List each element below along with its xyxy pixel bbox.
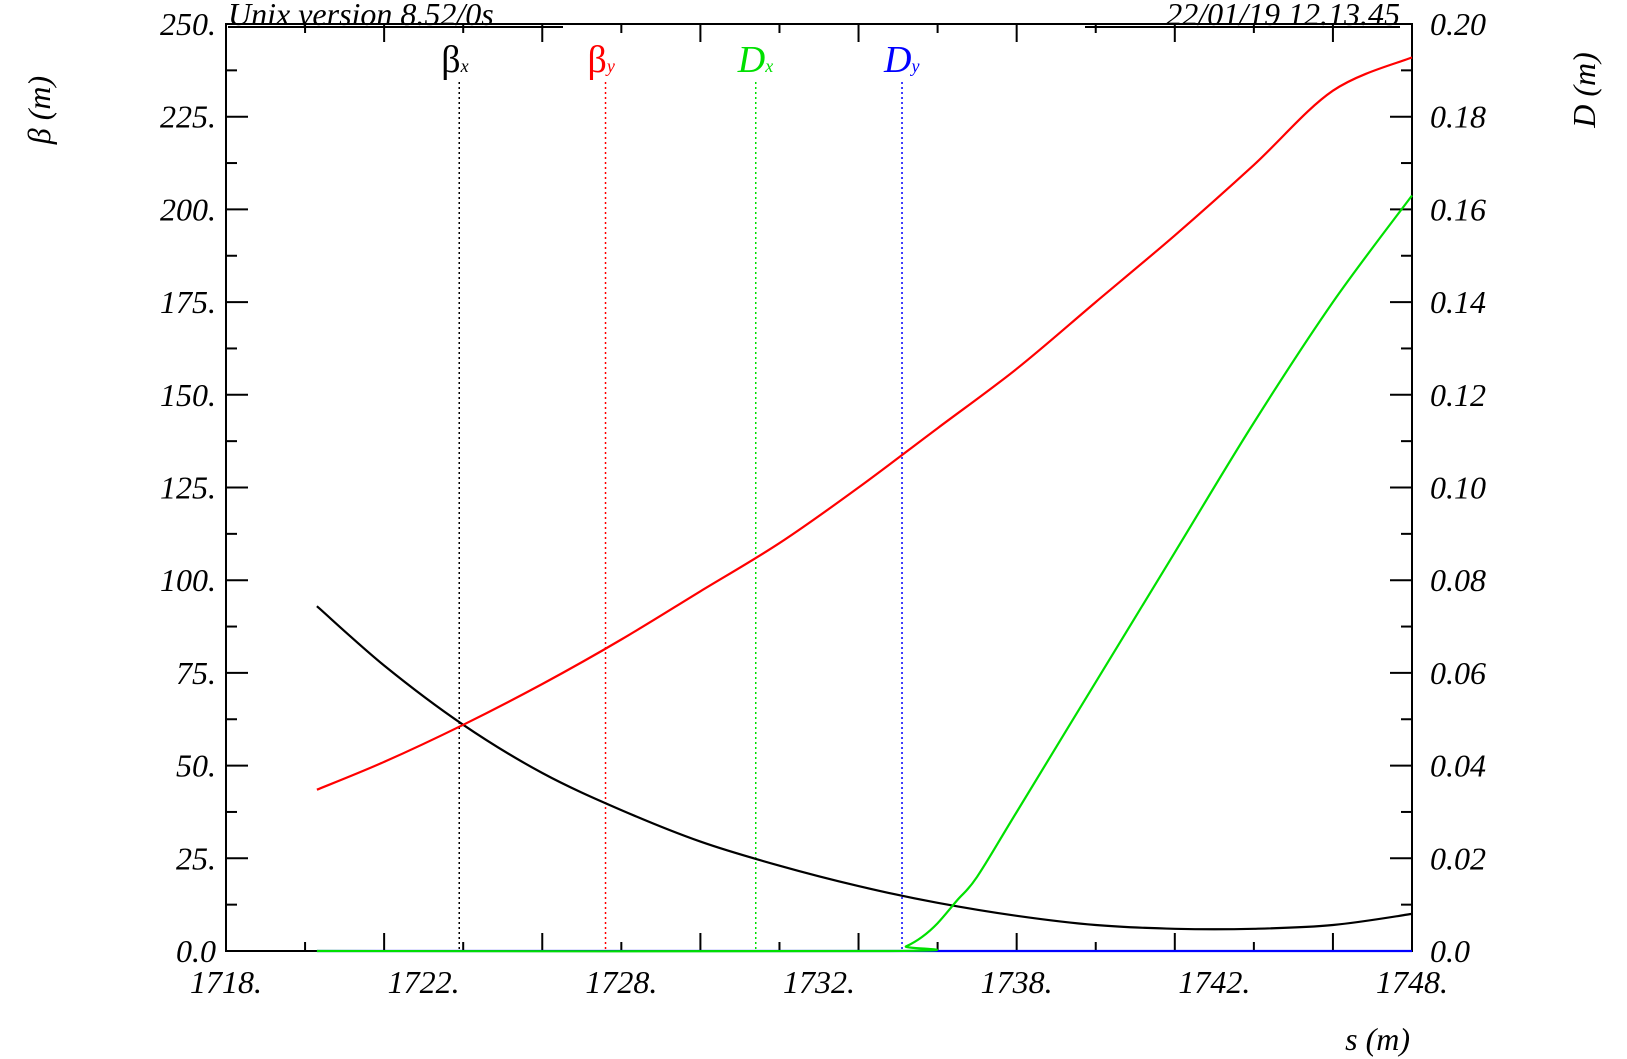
y-right-tick-label: 0.04 [1430, 748, 1486, 784]
y-left-axis-label: β (m) [21, 76, 57, 145]
x-tick-label: 1738. [981, 964, 1053, 1000]
legend: βx βy Dx Dy [441, 39, 919, 951]
y-left-tick-label: 200. [160, 191, 216, 227]
y-left-tick-label: 175. [160, 284, 216, 320]
legend-entry: βx [441, 39, 468, 81]
y-right-tick-label: 0.0 [1430, 933, 1470, 969]
x-axis-label: s (m) [1345, 1021, 1410, 1057]
y-left-tick-label: 0.0 [176, 933, 216, 969]
legend-entry: Dy [883, 39, 919, 81]
axis-ticks [225, 23, 1413, 952]
y-left-tick-label: 250. [160, 6, 216, 42]
y-left-tick-label: 225. [160, 99, 216, 135]
series-line-βx [316, 605, 1413, 931]
x-tick-label: 1742. [1178, 964, 1250, 1000]
data-series [316, 56, 1413, 953]
y-right-tick-label: 0.14 [1430, 284, 1486, 320]
y-right-tick-label: 0.08 [1430, 562, 1486, 598]
x-tick-label: 1732. [783, 964, 855, 1000]
series-line-βy [316, 56, 1413, 791]
y-right-tick-label: 0.16 [1430, 191, 1486, 227]
y-left-tick-label: 50. [176, 748, 216, 784]
y-left-tick-label: 150. [160, 377, 216, 413]
y-right-tick-label: 0.18 [1430, 99, 1486, 135]
plot-frame [225, 23, 1413, 952]
y-right-tick-label: 0.10 [1430, 470, 1486, 506]
x-tick-label: 1718. [190, 964, 262, 1000]
axis-tick-labels: 0.0 25. 50. 75. 100. 125. 150. 175. 200. 225. 250.… [160, 6, 1486, 1000]
x-tick-label: 1728. [585, 964, 657, 1000]
series-line-Dx [316, 194, 1413, 953]
y-right-tick-label: 0.12 [1430, 377, 1486, 413]
legend-entry: βy [588, 39, 615, 81]
y-left-tick-label: 75. [176, 655, 216, 691]
y-left-tick-label: 125. [160, 470, 216, 506]
y-right-tick-label: 0.02 [1430, 840, 1486, 876]
x-tick-label: 1722. [388, 964, 460, 1000]
y-right-tick-label: 0.06 [1430, 655, 1486, 691]
legend-entry: Dx [737, 39, 773, 81]
y-right-axis-label: D (m) [1566, 52, 1602, 129]
x-tick-label: 1748. [1376, 964, 1448, 1000]
y-right-tick-label: 0.20 [1430, 6, 1486, 42]
y-left-tick-label: 25. [176, 840, 216, 876]
y-left-tick-label: 100. [160, 562, 216, 598]
